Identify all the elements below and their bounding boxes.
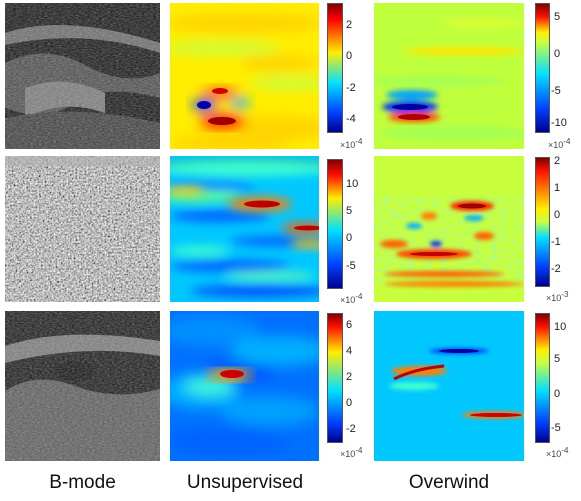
colorbar-scale-exponent: ×10-4: [340, 137, 363, 150]
colorbar-tick: -5: [551, 85, 561, 97]
overwind-map-row2: [374, 156, 524, 302]
colorbar-tick: -2: [346, 82, 356, 94]
colorbar-unsupervised-row2: [327, 159, 343, 289]
colorbar-tick: 1: [554, 182, 561, 194]
bmode-image-row1: [5, 3, 160, 149]
column-label-overwind: Overwind: [408, 472, 490, 493]
colorbar-tick: 5: [346, 205, 353, 217]
colorbar-scale-exponent: ×10-4: [548, 137, 571, 150]
colorbar-tick: 2: [346, 19, 353, 31]
colorbar-overwind-row1: [535, 3, 550, 133]
colorbar-tick: -2: [346, 423, 356, 435]
overwind-map-row3: [374, 311, 524, 461]
colorbar-tick: 2: [554, 155, 561, 167]
colorbar-tick: 0: [346, 397, 353, 409]
colorbar-tick: -5: [346, 260, 356, 272]
colorbar-scale-exponent: ×10-3: [546, 290, 569, 303]
colorbar-unsupervised-row3: [327, 313, 343, 443]
colorbar-scale-exponent: ×10-4: [340, 446, 363, 459]
colorbar-tick: 10: [346, 178, 359, 190]
colorbar-tick: -4: [346, 113, 356, 125]
colorbar-overwind-row3: [535, 313, 550, 443]
colorbar-scale-exponent: ×10-4: [546, 446, 569, 459]
colorbar-scale-exponent: ×10-4: [340, 292, 363, 305]
bmode-image-row3: [5, 311, 160, 461]
overwind-map-row1: [374, 3, 524, 149]
column-label-unsupervised: Unsupervised: [186, 472, 304, 493]
colorbar-tick: 4: [346, 345, 353, 357]
colorbar-overwind-row2: [535, 157, 550, 287]
unsupervised-map-row1: [170, 3, 319, 149]
bmode-image-row2: [5, 156, 160, 302]
colorbar-tick: 0: [554, 48, 561, 60]
column-label-bmode: B-mode: [49, 472, 116, 493]
colorbar-tick: 0: [554, 209, 561, 221]
colorbar-tick: 5: [554, 11, 561, 23]
unsupervised-map-row2: [170, 156, 319, 302]
colorbar-tick: 6: [346, 319, 353, 331]
colorbar-unsupervised-row1: [327, 3, 343, 133]
colorbar-tick: -1: [551, 236, 561, 248]
colorbar-tick: -10: [551, 117, 567, 129]
colorbar-tick: 2: [346, 371, 353, 383]
colorbar-tick: -2: [551, 263, 561, 275]
colorbar-tick: 0: [346, 50, 353, 62]
colorbar-tick: 0: [554, 388, 561, 400]
colorbar-tick: 0: [346, 232, 353, 244]
colorbar-tick: 5: [554, 353, 561, 365]
unsupervised-map-row3: [170, 311, 319, 461]
colorbar-tick: -5: [551, 422, 561, 434]
colorbar-tick: 10: [554, 321, 567, 333]
